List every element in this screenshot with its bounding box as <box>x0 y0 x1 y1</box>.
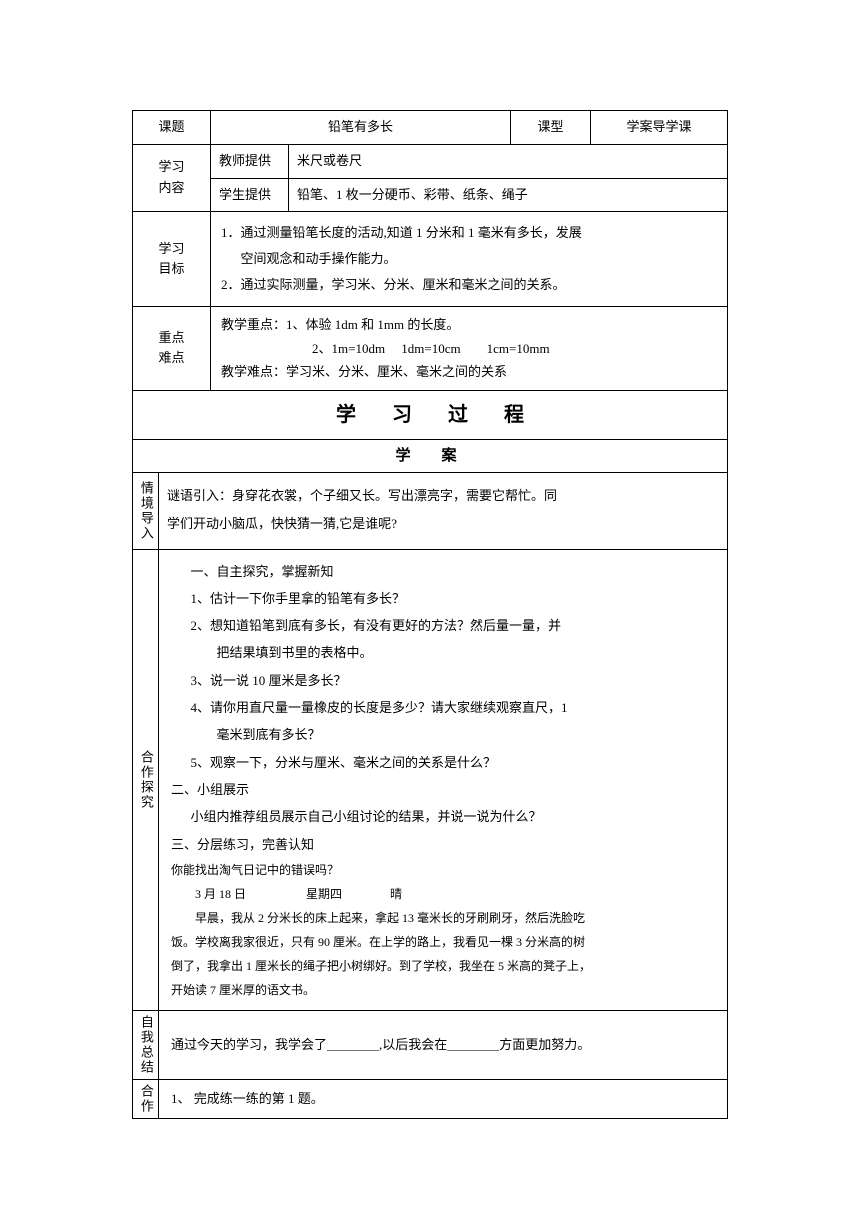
hz-q1: 1、估计一下你手里拿的铅笔有多长？ <box>171 585 715 612</box>
xxnr-nested: 教师提供 米尺或卷尺 学生提供 铅笔、1 枚一分硬币、彩带、纸条、绳子 <box>211 145 727 212</box>
xxnr-teacher-row: 教师提供 米尺或卷尺 <box>211 145 727 179</box>
keti-label: 课题 <box>133 111 211 144</box>
hz-q2b: 把结果填到书里的表格中。 <box>171 639 715 666</box>
xxnr-label: 学习 内容 <box>133 145 211 212</box>
hz-h3t2: 3 月 18 日 星期四 晴 <box>171 882 715 906</box>
hz-h2: 二、小组展示 <box>171 776 715 803</box>
hz-h1: 一、自主探究，掌握新知 <box>171 558 715 585</box>
kexing-label: 课型 <box>511 111 591 144</box>
xxnr-student-value: 铅笔、1 枚一分硬币、彩带、纸条、绳子 <box>289 179 727 212</box>
hz-q4a: 4、请你用直尺量一量橡皮的长度是多少？请大家继续观察直尺，1 <box>171 694 715 721</box>
hzx-label-text: 合作 <box>135 1084 156 1114</box>
lesson-plan-table: 课题 铅笔有多长 课型 学案导学课 学习 内容 教师提供 米尺或卷尺 学生提供 … <box>132 110 728 1119</box>
row-xuexi-neirong: 学习 内容 教师提供 米尺或卷尺 学生提供 铅笔、1 枚一分硬币、彩带、纸条、绳… <box>133 145 727 213</box>
hz-label: 合作探究 <box>133 550 159 1010</box>
zd-line1: 教学重点：1、体验 1dm 和 1mm 的长度。 <box>221 313 717 336</box>
xxnr-student-label: 学生提供 <box>211 179 289 212</box>
hz-label-text: 合作探究 <box>135 750 156 810</box>
hz-h3: 三、分层练习，完善认知 <box>171 831 715 858</box>
zw-label: 自我总结 <box>133 1011 159 1079</box>
process-title: 学习过程 <box>133 391 727 439</box>
hz-h3t6: 开始读 7 厘米厚的语文书。 <box>171 978 715 1002</box>
hzx-content: 1、 完成练一练的第 1 题。 <box>159 1080 727 1118</box>
row-xuean-title: 学 案 <box>133 440 727 473</box>
hz-q2a: 2、想知道铅笔到底有多长，有没有更好的方法？然后量一量，并 <box>171 612 715 639</box>
zd-line2: 2、1m=10dm 1dm=10cm 1cm=10mm <box>221 337 717 360</box>
xxmb-content: 1．通过测量铅笔长度的活动,知道 1 分米和 1 毫米有多长，发展 空间观念和动… <box>211 212 727 306</box>
zd-content: 教学重点：1、体验 1dm 和 1mm 的长度。 2、1m=10dm 1dm=1… <box>211 307 727 389</box>
qj-line2: 学们开动小脑瓜，快快猜一猜,它是谁呢? <box>167 511 711 537</box>
hz-h3t5: 倒了，我拿出 1 厘米长的绳子把小树绑好。到了学校，我坐在 5 米高的凳子上， <box>171 954 715 978</box>
row-zhongdian: 重点 难点 教学重点：1、体验 1dm 和 1mm 的长度。 2、1m=10dm… <box>133 307 727 390</box>
keti-value: 铅笔有多长 <box>211 111 511 144</box>
qj-line1: 谜语引入：身穿花衣裳，个子细又长。写出漂亮字，需要它帮忙。同 <box>167 483 711 509</box>
hz-h3t1: 你能找出淘气日记中的错误吗？ <box>171 858 715 882</box>
zw-label-text: 自我总结 <box>135 1015 156 1075</box>
xxmb-label: 学习 目标 <box>133 212 211 306</box>
hz-q5: 5、观察一下，分米与厘米、毫米之间的关系是什么？ <box>171 749 715 776</box>
xxnr-student-row: 学生提供 铅笔、1 枚一分硬币、彩带、纸条、绳子 <box>211 179 727 212</box>
row-hezuo: 合作探究 一、自主探究，掌握新知 1、估计一下你手里拿的铅笔有多长？ 2、想知道… <box>133 550 727 1011</box>
zw-content: 通过今天的学习，我学会了＿＿＿＿,以后我会在＿＿＿＿方面更加努力。 <box>159 1011 727 1079</box>
hz-content: 一、自主探究，掌握新知 1、估计一下你手里拿的铅笔有多长？ 2、想知道铅笔到底有… <box>159 550 727 1010</box>
xxmb-line1b: 空间观念和动手操作能力。 <box>221 246 717 272</box>
row-process-title: 学习过程 <box>133 391 727 440</box>
zd-line3: 教学难点：学习米、分米、厘米、毫米之间的关系 <box>221 360 717 383</box>
zw-text: 通过今天的学习，我学会了＿＿＿＿,以后我会在＿＿＿＿方面更加努力。 <box>171 1032 590 1058</box>
hzx-text: 1、 完成练一练的第 1 题。 <box>171 1086 324 1112</box>
xuean-title: 学 案 <box>133 440 727 472</box>
hz-q4b: 毫米到底有多长？ <box>171 721 715 748</box>
zd-label: 重点 难点 <box>133 307 211 389</box>
row-ziwo: 自我总结 通过今天的学习，我学会了＿＿＿＿,以后我会在＿＿＿＿方面更加努力。 <box>133 1011 727 1080</box>
xxnr-teacher-value: 米尺或卷尺 <box>289 145 727 178</box>
qj-label: 情境导入 <box>133 473 159 549</box>
hz-h3t3: 早晨，我从 2 分米长的床上起来，拿起 13 毫米长的牙刷刷牙，然后洗脸吃 <box>171 906 715 930</box>
row-qingjing: 情境导入 谜语引入：身穿花衣裳，个子细又长。写出漂亮字，需要它帮忙。同 学们开动… <box>133 473 727 550</box>
row-hezuoxia: 合作 1、 完成练一练的第 1 题。 <box>133 1080 727 1118</box>
qj-content: 谜语引入：身穿花衣裳，个子细又长。写出漂亮字，需要它帮忙。同 学们开动小脑瓜，快… <box>159 473 727 549</box>
qj-label-text: 情境导入 <box>135 481 156 541</box>
row-keti: 课题 铅笔有多长 课型 学案导学课 <box>133 111 727 145</box>
hz-q3: 3、说一说 10 厘米是多长？ <box>171 667 715 694</box>
xxnr-teacher-label: 教师提供 <box>211 145 289 178</box>
xxmb-line1: 1．通过测量铅笔长度的活动,知道 1 分米和 1 毫米有多长，发展 <box>221 220 717 246</box>
hz-h3t4: 饭。学校离我家很近，只有 90 厘米。在上学的路上，我看见一棵 3 分米高的树 <box>171 930 715 954</box>
xxmb-line2: 2．通过实际测量，学习米、分米、厘米和毫米之间的关系。 <box>221 272 717 298</box>
hzx-label: 合作 <box>133 1080 159 1118</box>
kexing-value: 学案导学课 <box>591 111 727 144</box>
hz-h2t: 小组内推荐组员展示自己小组讨论的结果，并说一说为什么？ <box>171 803 715 830</box>
row-xuexi-mubiao: 学习 目标 1．通过测量铅笔长度的活动,知道 1 分米和 1 毫米有多长，发展 … <box>133 212 727 307</box>
